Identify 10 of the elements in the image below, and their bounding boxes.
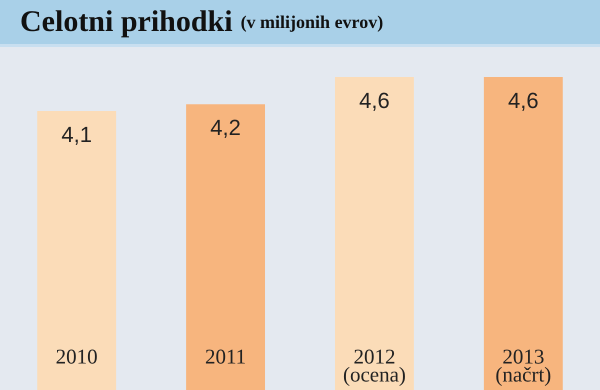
x-tick-label: 2013 (načrt) xyxy=(495,344,552,386)
data-label: 4,6 xyxy=(359,88,390,113)
chart-title: Celotni prihodki xyxy=(20,5,233,39)
data-label: 4,2 xyxy=(210,115,241,140)
x-tick-label: 2010 xyxy=(56,344,98,368)
x-tick-label: 2012 (ocena) xyxy=(342,344,406,386)
data-label: 4,6 xyxy=(508,88,539,113)
data-label: 4,1 xyxy=(61,122,92,148)
x-tick-label: 2011 xyxy=(204,344,246,368)
chart-subtitle: (v milijonih evrov) xyxy=(240,12,384,32)
